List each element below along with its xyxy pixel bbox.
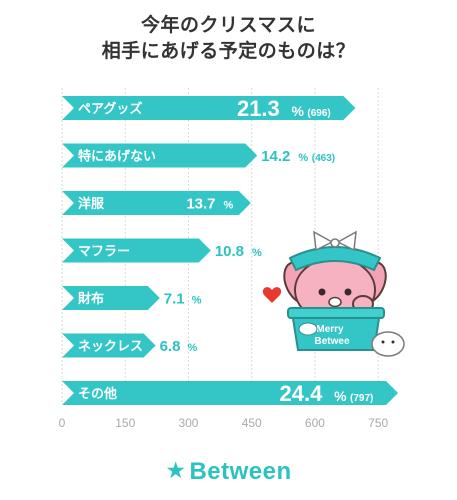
category-label: ペアグッズ: [78, 101, 142, 117]
percent-unit: %: [292, 103, 305, 119]
percent-unit: %: [334, 388, 347, 404]
bar: [62, 238, 211, 263]
chart-title-line-2: 相手にあげる予定のものは？: [101, 40, 356, 62]
x-tick-label: 750: [368, 416, 388, 430]
percent-label: 21.3: [237, 96, 280, 121]
percent-label: 10.8: [215, 243, 244, 260]
category-label: その他: [78, 386, 117, 402]
bar: [62, 143, 258, 168]
category-label: マフラー: [78, 245, 130, 260]
brand-name: Between: [189, 458, 292, 485]
mascot-illustration: Merry Betwee: [262, 230, 405, 357]
mascot-badge-line-2: Betwee: [314, 336, 349, 347]
category-label: 特にあげない: [78, 149, 156, 165]
brand-logo: ★ Between: [0, 457, 457, 488]
percent-unit: %: [252, 247, 262, 259]
x-tick-label: 450: [242, 416, 262, 430]
mascot-badge-line-1: Merry: [316, 324, 344, 335]
count-label: (797): [350, 393, 373, 404]
category-label: 洋服: [78, 196, 105, 212]
bar: [62, 381, 398, 405]
count-label: (696): [307, 108, 330, 119]
bar: [62, 96, 356, 120]
category-label: ネックレス: [78, 340, 143, 355]
percent-label: 6.8: [160, 338, 181, 355]
percent-label: 24.4: [280, 381, 324, 406]
percent-label: 7.1: [164, 291, 185, 308]
bar: [62, 286, 160, 310]
bar: [62, 191, 251, 215]
x-tick-label: 600: [305, 416, 325, 430]
percent-unit: %: [298, 152, 308, 164]
x-tick-label: 300: [178, 416, 198, 430]
star-icon: ★: [165, 457, 187, 483]
heart-icon: [262, 287, 282, 303]
percent-unit: %: [224, 200, 234, 212]
percent-unit: %: [192, 295, 202, 307]
chart-title-line-1: 今年のクリスマスに: [141, 14, 316, 36]
percent-label: 13.7: [186, 196, 215, 213]
percent-unit: %: [187, 342, 197, 354]
count-label: (463): [312, 153, 335, 164]
x-tick-label: 150: [115, 416, 135, 430]
bar: [62, 333, 156, 358]
category-label: 財布: [77, 291, 104, 307]
percent-label: 14.2: [261, 148, 290, 165]
x-tick-label: 0: [59, 416, 66, 430]
